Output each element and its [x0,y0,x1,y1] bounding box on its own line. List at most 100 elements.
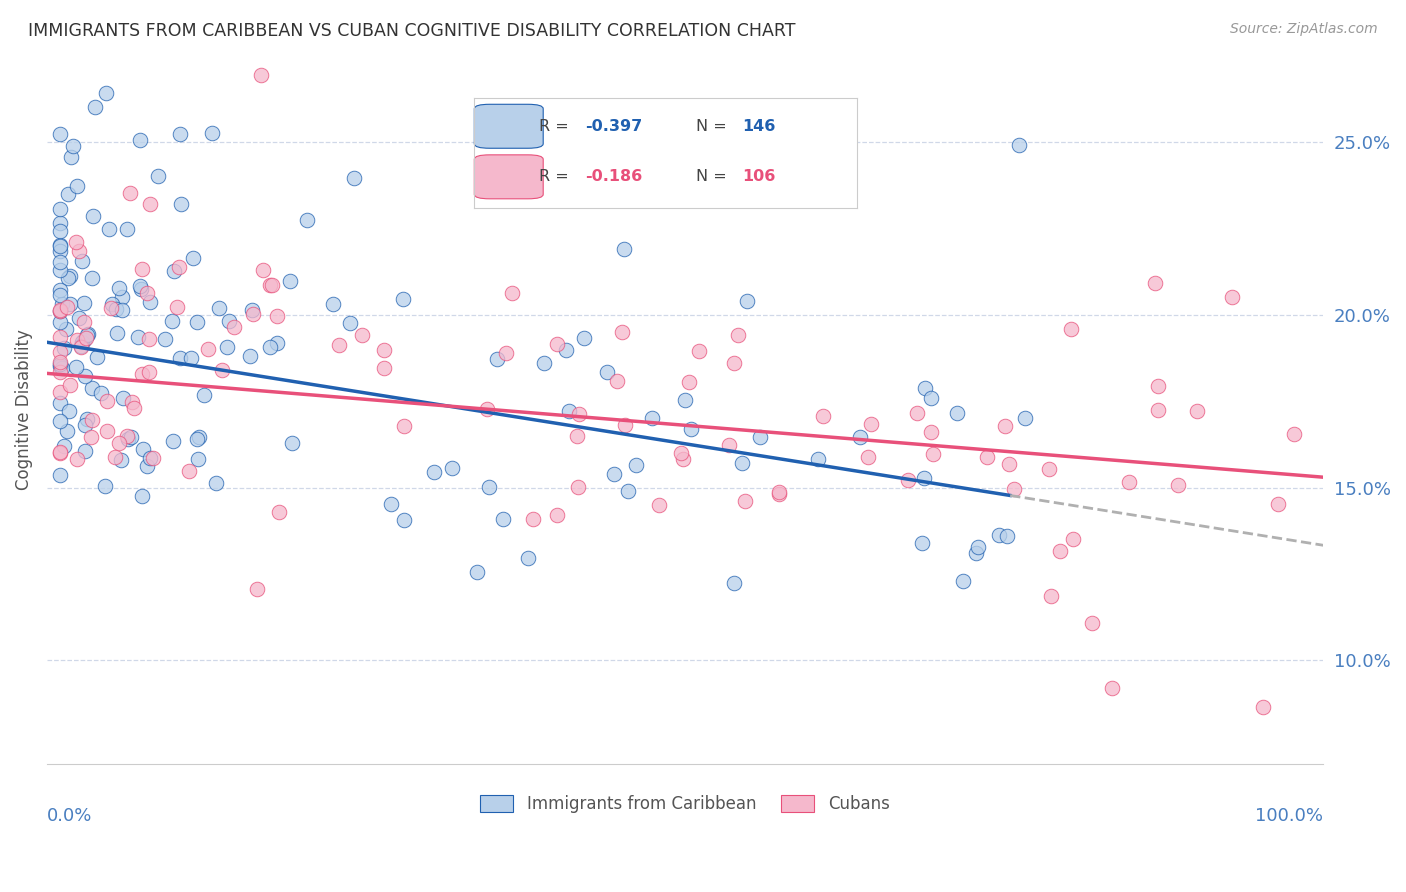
Point [75,368,97,383]
Point [478,480,501,494]
Point [93,478,115,492]
Point [1167,478,1189,492]
Point [246,582,269,597]
Point [73,444,96,458]
Point [77,326,100,341]
Point [131,262,153,277]
Point [373,360,395,375]
Point [53,439,76,453]
Point [59,268,82,283]
Point [48,224,70,238]
Point [768,487,790,501]
Point [239,349,262,363]
Point [82,381,104,395]
Point [1038,462,1060,476]
Point [75,330,97,344]
Text: 0.0%: 0.0% [46,807,93,825]
Point [260,277,283,292]
Point [146,169,169,184]
Point [920,425,942,440]
Point [1101,681,1123,695]
Point [737,293,759,308]
Point [76,412,98,426]
Point [103,450,125,464]
Point [111,391,134,405]
Point [681,422,703,436]
Point [48,414,70,428]
Point [912,471,935,485]
Point [211,363,233,377]
Point [80,271,103,285]
Point [392,419,415,434]
Point [80,430,103,444]
Point [967,540,990,554]
Point [806,452,828,467]
Point [67,310,90,325]
Point [48,127,70,141]
Point [201,126,224,140]
Point [1062,532,1084,546]
Point [160,314,183,328]
Point [187,451,209,466]
Point [108,436,131,450]
Point [48,303,70,318]
Point [671,451,693,466]
Point [240,302,263,317]
Point [93,11,115,25]
Point [96,393,118,408]
Point [522,512,544,526]
Point [166,300,188,314]
Point [139,197,162,211]
Point [252,262,274,277]
Point [965,546,987,560]
Point [48,365,70,379]
Point [48,359,70,373]
Point [1267,497,1289,511]
Point [105,326,128,341]
Point [1008,138,1031,153]
Point [495,346,517,360]
Point [96,424,118,438]
Point [749,430,772,444]
Point [120,430,142,444]
Point [565,429,588,443]
Point [567,480,589,494]
Legend: Immigrants from Caribbean, Cubans: Immigrants from Caribbean, Cubans [474,789,897,820]
Point [423,466,446,480]
Point [1185,403,1208,417]
Point [911,536,934,550]
Point [688,344,710,359]
Point [48,263,70,277]
Point [62,139,84,153]
Point [328,338,350,352]
Point [339,316,361,330]
Point [65,235,87,249]
Point [86,350,108,364]
Point [647,498,669,512]
Point [48,202,70,216]
Point [641,410,664,425]
Point [558,404,581,418]
Point [100,301,122,315]
Point [53,341,76,355]
Point [215,340,238,354]
Point [142,451,165,466]
Point [48,355,70,369]
Point [193,388,215,402]
Point [48,445,70,459]
Point [849,429,872,443]
Point [322,297,344,311]
Point [66,451,89,466]
Point [1014,411,1036,425]
Point [267,505,290,519]
Point [66,178,89,193]
Point [56,270,79,285]
Point [501,286,523,301]
Point [169,351,191,366]
Point [1220,290,1243,304]
Point [546,336,568,351]
Point [108,281,131,295]
Point [162,434,184,448]
Point [55,300,77,314]
Point [49,244,72,258]
